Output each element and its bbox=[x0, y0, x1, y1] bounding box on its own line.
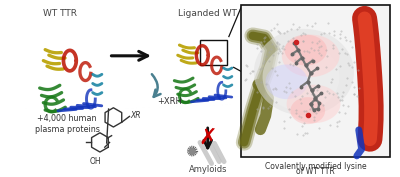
Text: ✗: ✗ bbox=[198, 128, 217, 148]
Bar bbox=[200, 40, 227, 65]
Text: Covalently modified lysine: Covalently modified lysine bbox=[265, 162, 366, 171]
Polygon shape bbox=[282, 35, 340, 77]
FancyArrowPatch shape bbox=[152, 74, 160, 97]
Text: WT TTR: WT TTR bbox=[44, 9, 78, 18]
Polygon shape bbox=[266, 64, 308, 99]
Text: Liganded WT TTR: Liganded WT TTR bbox=[178, 9, 257, 18]
Text: Amyloids: Amyloids bbox=[188, 165, 227, 175]
Polygon shape bbox=[262, 43, 340, 111]
Text: OH: OH bbox=[89, 157, 101, 166]
Polygon shape bbox=[285, 35, 327, 65]
Text: XR: XR bbox=[130, 111, 141, 120]
Text: of WT TTR: of WT TTR bbox=[296, 167, 335, 176]
Polygon shape bbox=[290, 97, 325, 124]
Text: +XRH: +XRH bbox=[157, 96, 182, 105]
Bar bbox=[241, 5, 390, 157]
Polygon shape bbox=[287, 85, 340, 123]
Polygon shape bbox=[254, 29, 354, 115]
Text: +4,000 human
plasma proteins: +4,000 human plasma proteins bbox=[35, 113, 100, 134]
